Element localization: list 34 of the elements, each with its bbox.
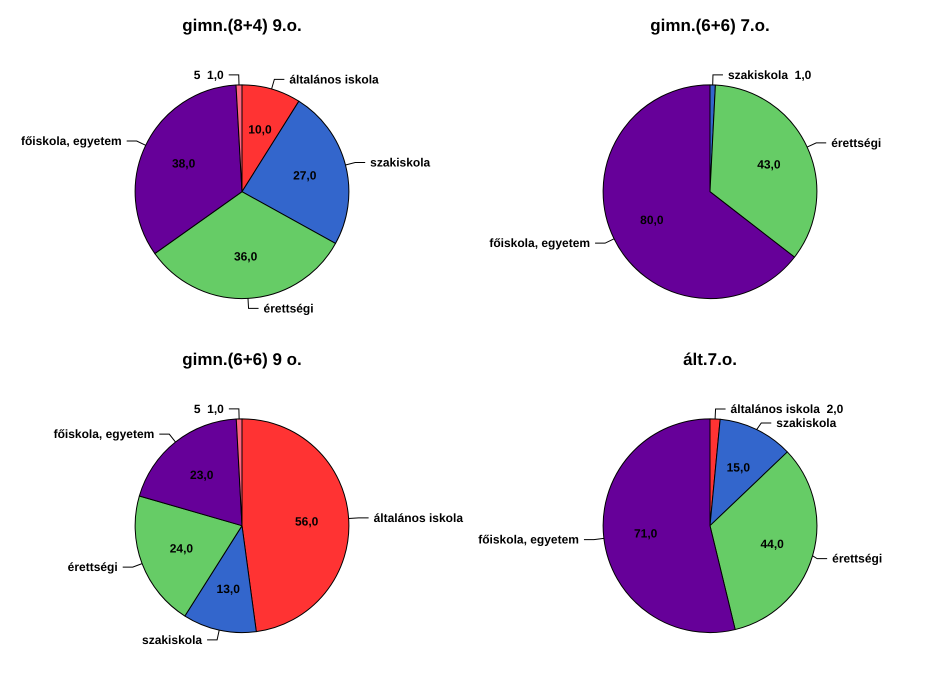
data-label: 80,0: [640, 213, 664, 228]
slice-label: főiskola, egyetem: [489, 236, 590, 250]
data-label: 27,0: [293, 168, 317, 183]
data-label: 71,0: [634, 526, 658, 540]
slice-label: általános iskola: [374, 510, 464, 525]
slice-label: szakiskola 1,0: [728, 68, 812, 82]
slice-label: főiskola, egyetem: [20, 134, 122, 148]
chart-title: gimn.(6+6) 9 o.: [182, 350, 302, 369]
slice-label: általános iskola: [289, 72, 380, 86]
data-label: 44,0: [760, 536, 784, 551]
chart-title: gimn.(6+6) 7.o.: [650, 16, 770, 35]
slice-label: főiskola, egyetem: [478, 532, 579, 547]
slice-label: érettségi: [264, 301, 314, 316]
slice-label: érettségi: [832, 552, 882, 566]
data-label: 43,0: [757, 158, 781, 172]
data-label: 56,0: [294, 514, 319, 528]
slice-label: szakiskola: [370, 156, 431, 170]
data-label: 38,0: [172, 156, 196, 171]
slice-label: érettségi: [831, 136, 882, 150]
chart-title: gimn.(8+4) 9.o.: [182, 16, 302, 35]
slice-label: főiskola, egyetem: [54, 427, 154, 442]
slice-label: 5 1,0: [194, 402, 224, 416]
data-label: 36,0: [234, 249, 258, 264]
data-label: 10,0: [248, 122, 272, 136]
data-label: 24,0: [170, 542, 194, 556]
data-label: 23,0: [190, 468, 214, 482]
slice-label: általános iskola 2,0: [730, 402, 844, 416]
slice-label: 5 1,0: [194, 68, 224, 82]
slice-label: szakiskola: [142, 632, 202, 647]
data-label: 13,0: [216, 582, 240, 596]
chart-title: ált.7.o.: [683, 350, 737, 369]
slice-label: érettségi: [68, 560, 118, 574]
data-label: 15,0: [726, 460, 750, 474]
slice-label: szakiskola: [776, 416, 837, 430]
